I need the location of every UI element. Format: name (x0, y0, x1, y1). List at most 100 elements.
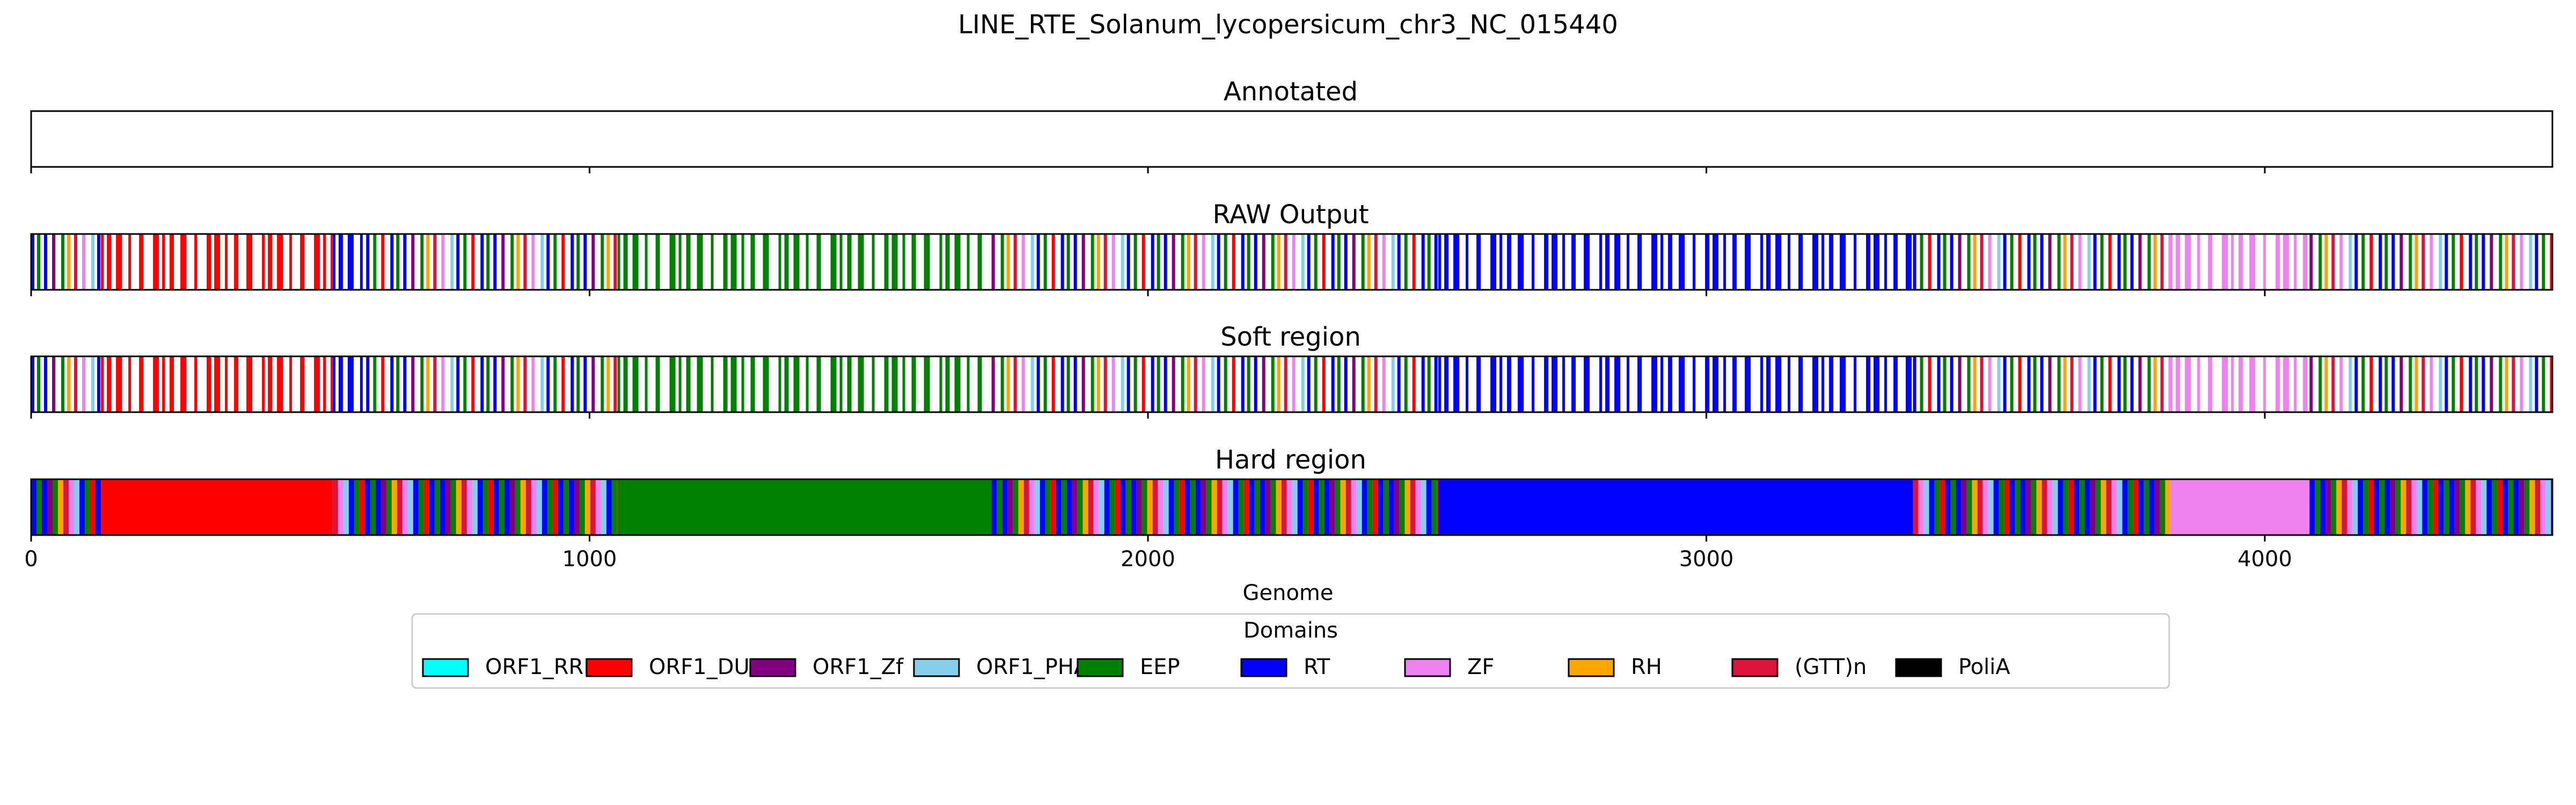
domain-mark (858, 356, 864, 412)
domain-mark (2331, 356, 2335, 412)
domain-mark (1073, 234, 1077, 290)
domain-mark (2263, 356, 2266, 412)
domain-mark (645, 356, 648, 412)
domain-mark (2451, 356, 2455, 412)
domain-mark (1018, 479, 1024, 535)
domain-mark (2058, 479, 2063, 535)
domain-mark (58, 479, 63, 535)
domain-mark (2170, 356, 2173, 412)
domain-mark (1950, 479, 1956, 535)
domain-mark (601, 356, 604, 412)
domain-mark (2368, 479, 2374, 535)
domain-mark (1929, 479, 1935, 535)
domain-mark (2087, 234, 2091, 290)
domain-mark (2238, 356, 2243, 412)
domain-mark (493, 479, 499, 535)
domain-mark (1184, 479, 1190, 535)
domain-mark (225, 234, 228, 290)
domain-mark (1271, 356, 1275, 412)
domain-mark (991, 479, 997, 535)
domain-mark (1713, 234, 1719, 290)
domain-mark (2399, 234, 2403, 290)
domain-mark (2379, 479, 2385, 535)
domain-mark (1292, 479, 1298, 535)
domain-mark (2417, 479, 2423, 535)
domain-mark (1000, 356, 1004, 412)
domain-mark (445, 479, 451, 535)
domain-mark (440, 479, 445, 535)
domain-mark (1168, 479, 1174, 535)
domain-mark (1007, 479, 1013, 535)
domain-mark (2294, 356, 2297, 412)
domain-mark (723, 356, 728, 412)
domain-mark (2374, 479, 2380, 535)
domain-mark (2168, 356, 2170, 412)
domain-mark (891, 234, 898, 290)
domain-mark (1934, 479, 1940, 535)
domain-mark (1081, 356, 1085, 412)
domain-mark (1518, 234, 1524, 290)
domain-mark (1344, 356, 1348, 412)
domain-mark (2003, 234, 2007, 290)
domain-mark (153, 356, 159, 412)
domain-mark (547, 479, 553, 535)
domain-mark (1988, 356, 1992, 412)
domain-mark (2294, 234, 2297, 290)
domain-mark (1972, 479, 1978, 535)
domain-mark (1023, 479, 1029, 535)
domain-mark (1313, 479, 1319, 535)
domain-mark (1958, 234, 1962, 290)
domain-mark (1745, 234, 1751, 290)
domain-mark (2550, 234, 2552, 290)
domain-mark (463, 234, 467, 290)
domain-mark (1732, 356, 1737, 412)
domain-mark (1956, 479, 1962, 535)
domain-mark (79, 479, 85, 535)
domain-mark (268, 234, 273, 290)
legend-swatch (1568, 658, 1615, 677)
domain-mark (645, 234, 648, 290)
domain-mark (617, 356, 620, 412)
domain-mark (338, 234, 343, 290)
domain-mark (411, 356, 415, 412)
domain-mark (2040, 356, 2044, 412)
domain-mark (2208, 356, 2213, 412)
domain-mark (170, 234, 174, 290)
domain-mark (1276, 479, 1282, 535)
domain-mark (423, 479, 429, 535)
domain-mark (1893, 234, 1898, 290)
domain-mark (1000, 234, 1004, 290)
domain-mark (1906, 234, 1912, 290)
domain-mark (595, 479, 601, 535)
domain-mark (1051, 234, 1055, 290)
domain-mark (82, 234, 85, 290)
domain-mark (2401, 479, 2406, 535)
domain-mark (413, 479, 419, 535)
domain-mark (723, 234, 728, 290)
domain-mark (1490, 234, 1497, 290)
track-title: Soft region (1220, 322, 1361, 352)
domain-mark (2519, 479, 2524, 535)
domain-mark (180, 234, 187, 290)
domain-mark (2486, 479, 2492, 535)
domain-mark (520, 479, 526, 535)
domain-mark (44, 356, 47, 412)
domain-mark (2535, 479, 2541, 535)
domain-mark (1651, 356, 1658, 412)
domain-mark (2391, 234, 2395, 290)
domain-mark (1412, 234, 1416, 290)
x-tick-label: 1000 (562, 547, 617, 572)
domain-mark (2529, 234, 2533, 290)
domain-mark (2550, 356, 2552, 412)
domain-mark (1121, 356, 1124, 412)
domain-mark (1829, 356, 1834, 412)
domain-mark (1308, 479, 1314, 535)
domain-mark (91, 234, 94, 290)
domain-mark (816, 356, 821, 412)
domain-mark (2460, 479, 2465, 535)
domain-mark (858, 234, 864, 290)
domain-mark (1637, 234, 1642, 290)
domain-mark (1874, 234, 1880, 290)
domain-mark (1383, 479, 1389, 535)
domain-mark (1775, 356, 1782, 412)
